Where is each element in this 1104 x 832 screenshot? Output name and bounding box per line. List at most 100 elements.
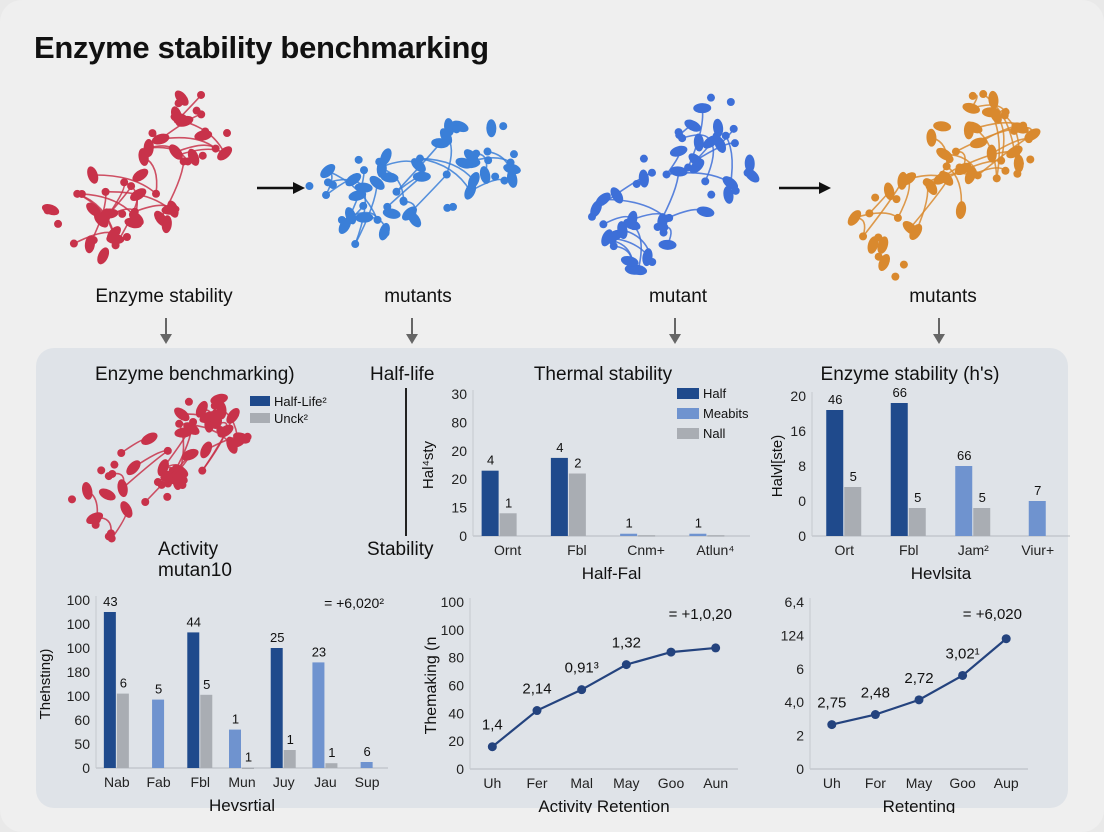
residue-node xyxy=(373,215,382,224)
structure-label-wildtype: Enzyme stability xyxy=(95,286,233,307)
legend-label: Half-Life² xyxy=(274,394,327,409)
helix-segment xyxy=(181,448,199,461)
bar-value-label: 1 xyxy=(626,516,633,531)
bar xyxy=(620,533,638,536)
residue-node xyxy=(874,252,883,261)
helix-segment xyxy=(847,210,862,226)
bar-value-label: 5 xyxy=(850,469,857,484)
x-tick-label: Sup xyxy=(355,774,380,790)
residue-node xyxy=(632,179,641,188)
x-tick-label: For xyxy=(865,775,886,791)
residue-node xyxy=(662,170,671,179)
chart-enzyme-stability: 0 0 8 16 20 Ort 46 5 Fbl 66 5 Jam² 66 5 Viur+ 7 Hevlsita… xyxy=(770,364,1070,583)
data-point xyxy=(532,706,542,716)
bar xyxy=(242,767,254,770)
right-arrow-icon xyxy=(779,182,831,194)
helix-segment xyxy=(590,200,602,218)
x-tick-label: Fbl xyxy=(191,774,210,790)
bar-value-label: 1 xyxy=(287,732,294,747)
x-tick-label: Fab xyxy=(147,774,171,790)
helix-segment xyxy=(964,167,977,185)
residue-node xyxy=(153,478,162,487)
helix-segment xyxy=(382,208,401,219)
helix-segment xyxy=(503,163,521,175)
helix-segment xyxy=(924,178,938,195)
bar xyxy=(229,729,241,768)
bar xyxy=(568,473,586,536)
residue-node xyxy=(686,119,695,128)
residue-node xyxy=(1010,126,1019,135)
helix-segment xyxy=(744,154,755,173)
residue-node xyxy=(399,197,408,206)
residue-node xyxy=(120,178,129,187)
y-tick-label: 100 xyxy=(67,640,91,656)
bar xyxy=(312,662,325,768)
down-arrow-icon xyxy=(160,318,172,344)
residue-node xyxy=(322,191,331,200)
y-tick-label: 0 xyxy=(796,761,804,777)
y-tick-label: 30 xyxy=(451,386,467,402)
helix-segment xyxy=(174,407,190,422)
y-tick-label: 6 xyxy=(796,661,804,677)
helix-segment xyxy=(638,169,649,188)
x-tick-label: Cnm+ xyxy=(627,542,665,558)
bar-value-label: 5 xyxy=(914,490,921,505)
x-tick-label: Nab xyxy=(104,774,130,790)
residue-node xyxy=(1013,169,1022,178)
y-tick-label: 80 xyxy=(448,650,464,666)
legend-item-half-life: Half-Life² xyxy=(250,393,327,410)
protein-structure-mutant-b xyxy=(587,93,760,276)
y-axis-label: Themaking (n xyxy=(423,637,440,735)
bar-value-label: 1 xyxy=(328,745,335,760)
helix-segment xyxy=(439,128,453,145)
residue-node xyxy=(97,466,106,475)
x-tick-label: Jam² xyxy=(958,542,989,558)
bar xyxy=(283,750,296,768)
helix-segment xyxy=(486,119,497,138)
y-tick-label: 0 xyxy=(459,528,467,544)
bar-value-label: 5 xyxy=(979,490,986,505)
helix-segment xyxy=(693,103,712,114)
data-point xyxy=(914,695,924,705)
y-tick-label: 0 xyxy=(82,760,90,776)
residue-node xyxy=(491,172,500,181)
bar xyxy=(360,762,373,768)
helix-segment xyxy=(1006,145,1023,159)
protein-structure-mutant-c xyxy=(847,90,1041,281)
residue-node xyxy=(122,232,131,241)
helix-segment xyxy=(669,166,688,177)
helix-segment xyxy=(658,239,677,250)
residue-node xyxy=(859,232,868,241)
residue-node xyxy=(743,168,752,177)
y-tick-label: 8 xyxy=(798,458,806,474)
helix-segment xyxy=(1013,154,1024,173)
x-tick-label: Uh xyxy=(483,775,501,791)
bar xyxy=(1028,501,1046,536)
residue-node xyxy=(163,446,172,455)
data-point xyxy=(1001,634,1011,644)
legend-swatch xyxy=(677,428,699,439)
x-tick-label: Uh xyxy=(823,775,841,791)
residue-node xyxy=(892,195,901,204)
helix-segment xyxy=(702,135,719,149)
y-tick-label: 124 xyxy=(781,627,805,643)
x-axis-label: Retenting xyxy=(883,797,956,813)
legend-item-unck: Unck² xyxy=(250,410,327,427)
y-axis-label: Hal⁴sty xyxy=(420,440,437,489)
residue-node xyxy=(452,125,461,134)
helix-segment xyxy=(883,182,895,201)
point-value-label: 2,48 xyxy=(861,685,890,702)
residue-node xyxy=(351,240,360,249)
bar xyxy=(955,466,973,536)
y-tick-label: 100 xyxy=(67,688,91,704)
residue-node xyxy=(955,163,964,172)
x-tick-label: Ornt xyxy=(494,542,521,558)
residue-node xyxy=(707,190,716,199)
residue-node xyxy=(54,219,63,228)
point-value-label: 1,32 xyxy=(612,635,641,652)
helix-segment xyxy=(345,207,357,225)
bar xyxy=(499,513,517,536)
bar xyxy=(270,648,283,768)
x-tick-label: Goo xyxy=(949,775,976,791)
residue-node xyxy=(1024,135,1033,144)
